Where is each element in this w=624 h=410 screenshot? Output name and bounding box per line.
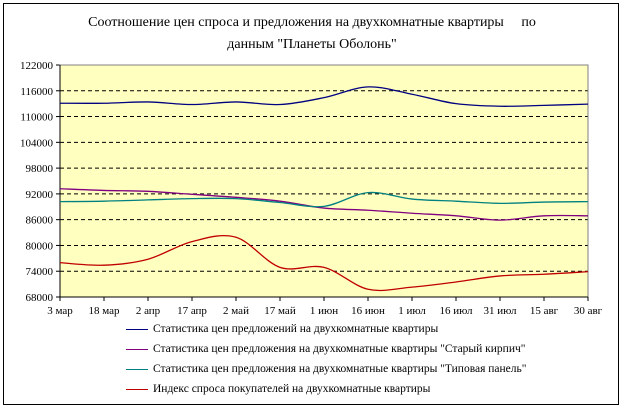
y-tick-label: 92000 (26, 189, 54, 201)
y-tick-label: 104000 (20, 137, 54, 149)
x-tick-label: 2 апр (136, 305, 161, 317)
x-tick-label: 15 авг (530, 305, 559, 317)
x-tick-label: 3 мар (47, 305, 73, 317)
y-tick-label: 68000 (26, 292, 54, 304)
legend-item-old-brick: Статистика цен предложения на двухкомнат… (126, 342, 586, 356)
legend-swatch-old-brick (126, 349, 148, 350)
legend-item-demand-index: Индекс спроса покупателей на двухкомнатн… (126, 382, 586, 396)
y-tick-label: 98000 (26, 163, 54, 175)
x-tick-label: 16 июн (351, 305, 385, 317)
legend-item-total: Статистика цен предложений на двухкомнат… (126, 322, 586, 336)
plot-area (60, 65, 588, 297)
x-tick-label: 1 июн (310, 305, 338, 317)
legend-label-panel: Статистика цен предложения на двухкомнат… (153, 363, 527, 375)
y-tick-label: 74000 (26, 266, 54, 278)
y-tick-label: 122000 (20, 60, 54, 72)
series-line-0 (59, 86, 589, 107)
y-tick-label: 86000 (26, 215, 54, 227)
series-line-3 (59, 234, 589, 292)
legend-swatch-total (126, 329, 148, 330)
x-tick-label: 17 апр (177, 305, 207, 317)
x-tick-label: 18 мар (88, 305, 120, 317)
series-line-1 (59, 188, 589, 221)
legend-item-panel: Статистика цен предложения на двухкомнат… (126, 362, 586, 376)
series-line-2 (59, 191, 589, 208)
x-tick-label: 2 май (223, 305, 249, 317)
chart-title-line-1: Соотношение цен спроса и предложения на … (88, 15, 536, 30)
legend-swatch-panel (126, 369, 148, 370)
y-tick-label: 110000 (20, 112, 53, 124)
legend-swatch-demand-index (126, 389, 148, 390)
chart-title-line-2: данным "Планеты Оболонь" (227, 37, 397, 52)
x-tick-label: 17 май (264, 305, 296, 317)
x-tick-label: 30 авг (574, 305, 603, 317)
x-tick-label: 16 июл (439, 305, 473, 317)
legend-label-total: Статистика цен предложений на двухкомнат… (153, 323, 439, 335)
x-tick-label: 31 июл (483, 305, 517, 317)
legend-label-old-brick: Статистика цен предложения на двухкомнат… (153, 343, 526, 355)
y-tick-label: 80000 (26, 240, 54, 252)
y-tick-label: 116000 (20, 86, 53, 98)
x-tick-label: 1 июл (398, 305, 426, 317)
legend-label-demand-index: Индекс спроса покупателей на двухкомнатн… (153, 383, 431, 395)
